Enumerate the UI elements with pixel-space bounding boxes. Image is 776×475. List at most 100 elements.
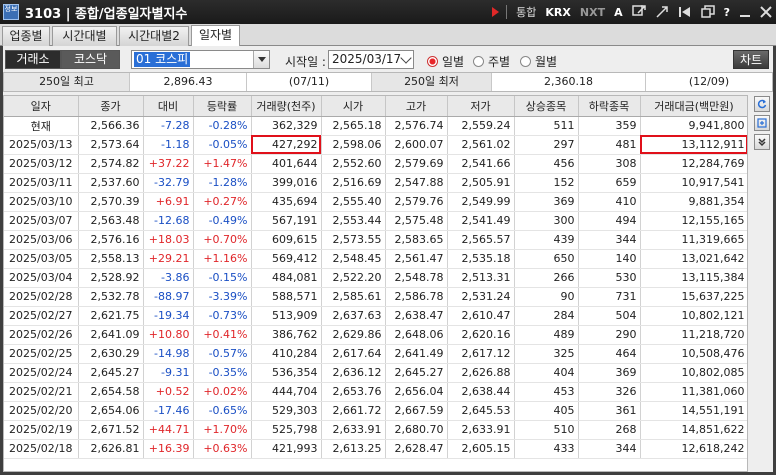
daily-index-table: 일자 종가 대비 등락률 거래량(천주) 시가 고가 저가 상승종목 하락종목 거래대금(백만원) … — [4, 96, 747, 459]
column-header[interactable]: 고가 — [385, 96, 448, 117]
table-cell: 494 — [578, 211, 641, 231]
table-row[interactable]: 2025/03/05 2,558.13 +29.21 +1.16% 569,412 2,5… — [4, 249, 747, 269]
table-cell: -0.15% — [193, 268, 252, 288]
table-cell: -0.49% — [193, 211, 252, 231]
scroll-down-button[interactable] — [754, 134, 770, 150]
tab-bar: 업종별 시간대별 시간대별2 일자별 — [0, 24, 776, 47]
table-cell: 2025/02/21 — [4, 382, 79, 402]
low-value: 2,360.18 — [492, 73, 646, 91]
table-row[interactable]: 2025/03/04 2,528.92 -3.86 -0.15% 484,081 2,52… — [4, 268, 747, 288]
table-cell: +44.71 — [143, 420, 194, 440]
sector-select[interactable]: 01 코스피 — [131, 50, 270, 69]
table-cell: 13,115,384 — [640, 268, 747, 288]
table-row[interactable]: 2025/03/11 2,537.60 -32.79 -1.28% 399,016 2,5… — [4, 173, 747, 193]
close-icon[interactable] — [760, 5, 772, 19]
chart-button[interactable]: 차트 — [733, 50, 769, 69]
table-row[interactable]: 2025/02/18 2,626.81 +16.39 +0.63% 421,993 2,6… — [4, 439, 747, 459]
link-icon[interactable] — [631, 5, 646, 19]
table-row[interactable]: 현재 2,566.36 -7.28 -0.28% 362,329 2,565.18 2,57… — [4, 116, 747, 136]
table-row[interactable]: 2025/02/27 2,621.75 -19.34 -0.73% 513,909 2,6… — [4, 306, 747, 326]
radio-weekly[interactable]: 주별 — [473, 53, 510, 70]
export-button[interactable] — [754, 115, 770, 131]
data-grid[interactable]: 일자 종가 대비 등락률 거래량(천주) 시가 고가 저가 상승종목 하락종목 거래대금(백만원) … — [3, 95, 748, 472]
table-cell: 2,598.06 — [321, 135, 386, 155]
column-header[interactable]: 하락종목 — [578, 96, 641, 117]
table-cell: 2,522.20 — [321, 268, 386, 288]
table-cell: 2025/03/04 — [4, 268, 79, 288]
table-row[interactable]: 2025/02/28 2,532.78 -88.97 -3.39% 588,571 2,5… — [4, 287, 747, 307]
column-header[interactable]: 거래대금(백만원) — [640, 96, 747, 117]
column-header[interactable]: 시가 — [321, 96, 386, 117]
tab-by-date[interactable]: 일자별 — [191, 25, 240, 47]
table-cell: +0.02% — [193, 382, 252, 402]
table-cell: 2,626.81 — [78, 439, 144, 459]
table-cell: 2,621.75 — [78, 306, 144, 326]
dropdown-arrow-icon[interactable] — [400, 52, 412, 64]
play-icon[interactable] — [492, 7, 500, 17]
table-cell: 152 — [514, 173, 579, 193]
tab-by-time[interactable]: 시간대별 — [52, 26, 117, 46]
table-cell: 268 — [578, 420, 641, 440]
table-cell: 404 — [514, 363, 579, 383]
table-cell: 2025/02/25 — [4, 344, 79, 364]
start-date-input[interactable]: 2025/03/17 — [328, 50, 414, 69]
table-row[interactable]: 2025/03/13 2,573.64 -1.18 -0.05% 427,292 2,59… — [4, 135, 747, 155]
table-cell: 2025/03/07 — [4, 211, 79, 231]
krx-toggle[interactable]: KRX — [545, 5, 571, 19]
refresh-button[interactable] — [754, 96, 770, 112]
table-row[interactable]: 2025/03/12 2,574.82 +37.22 +1.47% 401,644 2,5… — [4, 154, 747, 174]
title-bar: 정보 3103 | 종합/업종일자별지수 통합 KRX NXT A ? — [0, 0, 776, 24]
table-cell: -7.28 — [143, 116, 194, 136]
tab-by-sector[interactable]: 업종별 — [2, 26, 50, 46]
table-cell: 2,638.44 — [447, 382, 515, 402]
column-header[interactable]: 상승종목 — [514, 96, 579, 117]
table-row[interactable]: 2025/02/24 2,645.27 -9.31 -0.35% 536,354 2,63… — [4, 363, 747, 383]
column-header[interactable]: 거래량(천주) — [251, 96, 322, 117]
column-header[interactable]: 종가 — [78, 96, 144, 117]
table-row[interactable]: 2025/03/10 2,570.39 +6.91 +0.27% 435,694 2,55… — [4, 192, 747, 212]
table-cell: 421,993 — [251, 439, 322, 459]
column-header[interactable]: 저가 — [447, 96, 515, 117]
table-row[interactable]: 2025/02/25 2,630.29 -14.98 -0.57% 410,284 2,6… — [4, 344, 747, 364]
table-cell: -3.86 — [143, 268, 194, 288]
column-header[interactable]: 대비 — [143, 96, 194, 117]
table-cell: 11,319,665 — [640, 230, 747, 250]
minimize-icon[interactable] — [739, 5, 751, 19]
table-cell: -0.35% — [193, 363, 252, 383]
table-cell: 10,508,476 — [640, 344, 747, 364]
table-cell: 2025/02/18 — [4, 439, 79, 459]
tab-by-time-2[interactable]: 시간대별2 — [119, 26, 189, 46]
table-cell: +0.63% — [193, 439, 252, 459]
table-cell: 2,532.78 — [78, 287, 144, 307]
table-cell: 504 — [578, 306, 641, 326]
table-cell: +16.39 — [143, 439, 194, 459]
table-row[interactable]: 2025/03/07 2,563.48 -12.68 -0.49% 567,191 2,5… — [4, 211, 747, 231]
table-row[interactable]: 2025/02/20 2,654.06 -17.46 -0.65% 529,303 2,6… — [4, 401, 747, 421]
rewind-icon[interactable] — [678, 5, 692, 19]
table-row[interactable]: 2025/03/06 2,576.16 +18.03 +0.70% 609,615 2,5… — [4, 230, 747, 250]
table-cell: 399,016 — [251, 173, 322, 193]
column-header[interactable]: 일자 — [4, 96, 79, 117]
table-cell: 2,617.64 — [321, 344, 386, 364]
table-cell: 284 — [514, 306, 579, 326]
chevron-down-icon[interactable] — [253, 51, 269, 68]
table-cell: 325 — [514, 344, 579, 364]
market-exchange-button[interactable]: 거래소 — [5, 50, 61, 69]
column-header[interactable]: 등락률 — [193, 96, 252, 117]
radio-monthly[interactable]: 월별 — [520, 53, 557, 70]
table-cell: 13,112,911 — [640, 135, 747, 155]
table-row[interactable]: 2025/02/21 2,654.58 +0.52 +0.02% 444,704 2,65… — [4, 382, 747, 402]
table-cell: 2,561.47 — [385, 249, 448, 269]
nxt-toggle[interactable]: NXT — [579, 5, 606, 19]
table-row[interactable]: 2025/02/19 2,671.52 +44.71 +1.70% 525,798 2,6… — [4, 420, 747, 440]
radio-daily[interactable]: 일별 — [427, 53, 464, 70]
integrated-toggle[interactable]: 통합 — [516, 6, 537, 19]
help-button[interactable]: ? — [723, 5, 730, 19]
table-row[interactable]: 2025/02/26 2,641.09 +10.80 +0.41% 386,762 2,6… — [4, 325, 747, 345]
table-cell: 410 — [578, 192, 641, 212]
restore-window-icon[interactable] — [700, 5, 715, 19]
font-size-button[interactable]: A — [614, 5, 623, 19]
market-kosdaq-button[interactable]: 코스닥 — [61, 50, 120, 69]
table-cell: 344 — [578, 439, 641, 459]
expand-icon[interactable] — [655, 5, 669, 19]
